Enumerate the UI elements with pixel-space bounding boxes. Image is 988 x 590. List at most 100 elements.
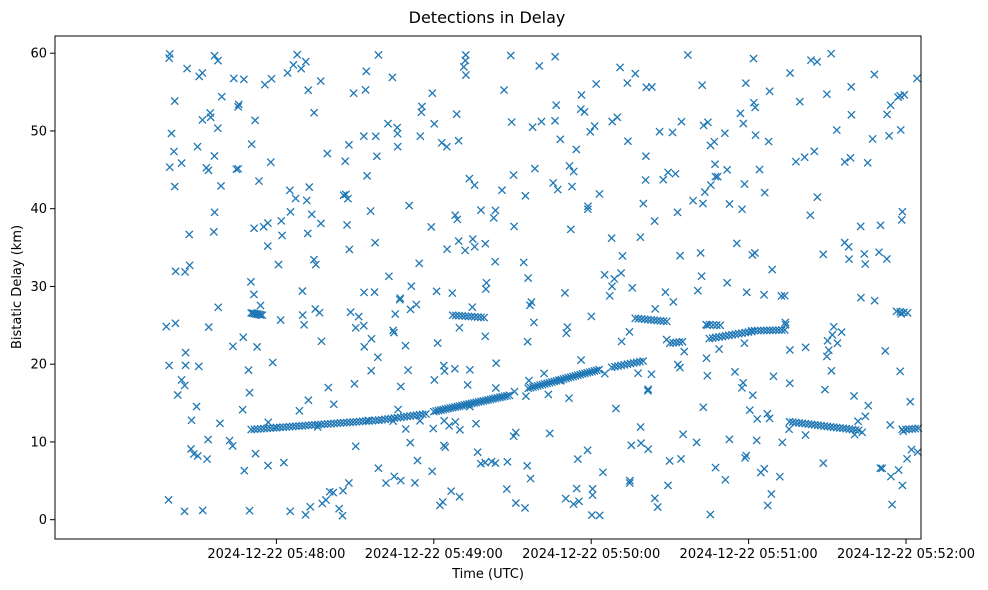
data-point: [495, 393, 504, 402]
data-point: [785, 379, 794, 388]
data-point: [786, 68, 795, 78]
data-point: [741, 328, 750, 337]
data-point: [389, 416, 398, 426]
data-point: [777, 291, 786, 301]
data-point: [238, 405, 247, 414]
data-point: [232, 165, 241, 174]
data-point: [747, 326, 756, 335]
x-tick-label: 2024-12-22 05:52:00: [837, 547, 975, 562]
data-point: [465, 402, 474, 411]
data-point: [171, 319, 180, 328]
data-point: [461, 56, 470, 65]
data-point: [214, 303, 223, 312]
data-point: [631, 69, 640, 78]
data-point: [217, 92, 226, 101]
data-point: [355, 417, 364, 426]
data-point: [383, 119, 393, 128]
data-point: [170, 182, 179, 191]
data-point: [251, 449, 260, 458]
data-point: [706, 180, 715, 190]
data-point: [572, 484, 581, 493]
data-point: [896, 125, 905, 135]
data-point: [304, 421, 313, 430]
data-point: [389, 326, 398, 335]
data-point: [367, 334, 376, 343]
data-point: [454, 237, 463, 246]
data-point: [702, 354, 711, 363]
data-point: [193, 451, 202, 460]
data-point: [822, 352, 831, 361]
data-point: [840, 157, 849, 166]
data-point: [307, 210, 316, 219]
data-point: [741, 79, 750, 88]
data-point: [360, 288, 369, 297]
data-point: [775, 472, 784, 481]
data-point: [600, 369, 609, 378]
data-point: [324, 383, 333, 392]
data-point: [210, 151, 219, 161]
data-point: [833, 339, 842, 348]
data-point: [317, 420, 326, 429]
data-point: [396, 382, 405, 391]
data-point: [574, 497, 584, 506]
data-point: [543, 379, 552, 388]
data-point: [171, 267, 180, 276]
data-point: [293, 50, 302, 59]
data-point: [229, 74, 238, 83]
data-point: [406, 305, 415, 314]
data-point: [448, 403, 457, 412]
data-point: [764, 137, 773, 146]
data-point: [349, 417, 358, 427]
data-point: [468, 234, 477, 244]
data-point: [381, 479, 391, 488]
data-point: [737, 205, 747, 214]
data-point: [595, 511, 604, 520]
data-point: [395, 295, 404, 304]
data-point: [627, 441, 636, 450]
data-point: [491, 257, 500, 266]
data-point: [499, 86, 509, 95]
data-point: [203, 454, 212, 464]
data-point: [445, 421, 454, 430]
plot-frame: [54, 35, 922, 540]
data-point: [739, 378, 748, 387]
data-point: [493, 393, 502, 402]
data-point: [577, 90, 586, 99]
data-point: [180, 381, 189, 390]
data-point: [580, 369, 589, 378]
data-point: [661, 288, 670, 297]
data-point: [341, 157, 350, 166]
data-point: [730, 367, 739, 376]
data-point: [641, 152, 650, 161]
data-point: [585, 368, 594, 377]
data-point: [173, 390, 182, 400]
data-point: [253, 424, 262, 434]
data-point: [595, 365, 604, 374]
data-point: [665, 456, 674, 465]
data-point: [164, 495, 173, 504]
data-point: [655, 127, 664, 136]
data-point: [617, 337, 626, 346]
data-point: [266, 158, 275, 167]
data-point: [886, 472, 896, 481]
data-point: [198, 506, 207, 515]
data-point: [676, 454, 686, 463]
data-point: [186, 444, 196, 454]
data-point: [342, 220, 352, 230]
data-point: [510, 222, 519, 231]
data-point: [192, 402, 201, 411]
data-point: [572, 145, 581, 154]
data-point: [452, 110, 461, 119]
data-point: [531, 382, 540, 391]
data-point: [784, 425, 794, 434]
data-point: [359, 321, 368, 330]
data-point: [180, 507, 189, 516]
data-point: [703, 118, 712, 127]
data-point: [739, 119, 748, 128]
data-point: [321, 495, 331, 505]
data-point: [710, 137, 719, 146]
data-point: [492, 359, 501, 368]
data-point: [311, 260, 320, 269]
data-point: [283, 68, 292, 77]
data-point: [367, 366, 376, 375]
